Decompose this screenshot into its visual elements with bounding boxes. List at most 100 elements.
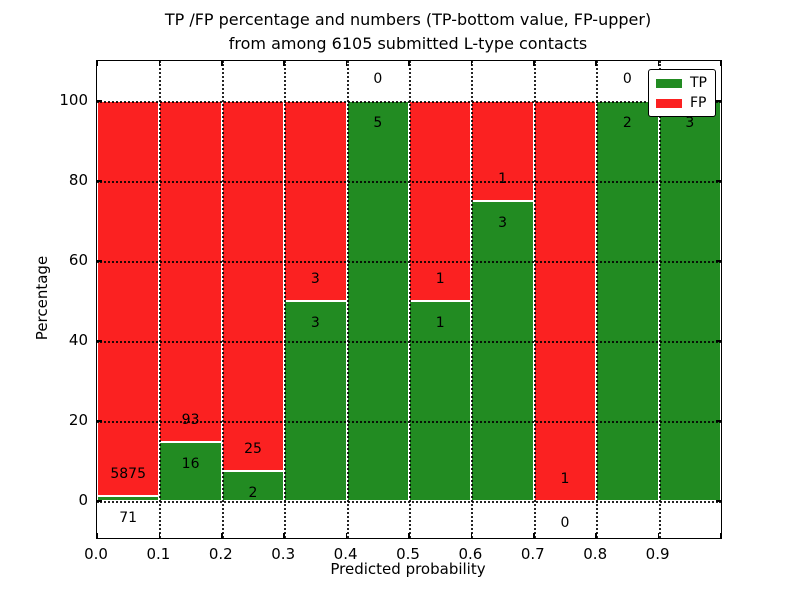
bar-tp-segment	[471, 201, 534, 501]
v-gridline	[221, 61, 224, 538]
x-tick	[96, 533, 98, 538]
y-tick	[97, 420, 102, 422]
fp-count-label: 5875	[110, 466, 147, 483]
x-tick	[158, 533, 161, 538]
x-tick	[408, 533, 410, 538]
y-tick	[97, 260, 102, 262]
plot-area: TP FP 587571931625233051113100203	[96, 60, 722, 539]
x-tick-label: 0.0	[84, 545, 108, 563]
x-tick	[283, 61, 285, 66]
v-gridline	[533, 61, 536, 538]
y-tick	[716, 500, 721, 502]
x-tick-label: 0.9	[645, 545, 670, 563]
v-gridline	[471, 61, 474, 538]
x-tick	[470, 533, 473, 538]
bar-fp-segment	[221, 101, 285, 472]
x-tick	[221, 533, 223, 538]
y-tick	[716, 100, 721, 102]
y-tick-label: 100	[59, 91, 88, 109]
x-tick-label: 0.4	[333, 545, 358, 563]
bar-tp-segment	[596, 101, 659, 501]
tp-count-label: 3	[685, 115, 695, 131]
legend-label-fp: FP	[690, 95, 707, 111]
y-tick-label: 80	[68, 171, 88, 189]
legend-item-fp: FP	[656, 96, 708, 110]
x-tick	[533, 61, 535, 66]
fp-count-label: 25	[244, 441, 262, 458]
x-tick-label: 0.5	[396, 545, 420, 563]
bar-fp-segment	[409, 101, 472, 301]
x-tick-label: 0.1	[146, 545, 171, 563]
x-tick	[345, 533, 348, 538]
tp-count-label: 16	[181, 456, 200, 473]
v-gridline	[159, 61, 162, 538]
x-tick	[720, 533, 722, 538]
tp-swatch-icon	[656, 78, 682, 88]
y-tick-label: 20	[68, 411, 88, 429]
x-tick	[720, 61, 722, 66]
fp-count-label: 1	[435, 271, 445, 287]
tp-count-label: 3	[498, 215, 508, 231]
tp-count-label: 71	[119, 510, 138, 527]
bar-fp-segment	[97, 101, 160, 497]
v-gridline	[409, 61, 411, 538]
v-gridline	[284, 61, 287, 538]
x-tick-label: 0.2	[208, 545, 233, 563]
v-gridline	[596, 61, 599, 538]
bar-fp-segment	[159, 101, 222, 443]
y-tick	[716, 340, 721, 342]
fp-count-label: 0	[373, 71, 383, 87]
tp-count-label: 2	[622, 115, 632, 131]
y-tick	[97, 340, 102, 342]
bar-tp-segment	[284, 301, 347, 501]
x-axis-label: Predicted probability	[330, 560, 486, 578]
tp-count-label: 0	[560, 515, 570, 531]
tp-count-label: 2	[248, 485, 258, 502]
fp-count-label: 1	[560, 471, 570, 487]
y-tick-label: 40	[68, 331, 88, 349]
legend-label-tp: TP	[690, 75, 707, 91]
y-tick	[97, 500, 102, 502]
x-tick	[345, 61, 348, 66]
x-tick	[283, 533, 285, 538]
chart-title-line2: from among 6105 submitted L-type contact…	[228, 34, 588, 53]
tp-count-label: 3	[310, 315, 320, 331]
x-tick	[595, 61, 597, 66]
tp-count-label: 1	[435, 315, 445, 331]
fp-count-label: 0	[622, 71, 632, 87]
chart-title: TP /FP percentage and numbers (TP-bottom…	[96, 8, 720, 56]
fp-count-label: 1	[498, 171, 508, 187]
y-tick	[716, 180, 721, 182]
bar-fp-segment	[533, 101, 597, 501]
bar-tp-segment	[658, 101, 721, 501]
y-tick-label: 60	[68, 251, 88, 269]
y-tick	[97, 100, 102, 102]
legend: TP FP	[648, 69, 716, 117]
x-tick	[96, 61, 98, 66]
fp-swatch-icon	[656, 98, 682, 108]
x-tick	[158, 61, 161, 66]
y-tick	[716, 420, 721, 422]
x-tick-label: 0.8	[583, 545, 608, 563]
x-tick	[408, 61, 410, 66]
bar-tp-segment	[159, 442, 222, 501]
bar-tp-segment	[409, 301, 472, 501]
bar-tp-segment	[97, 496, 160, 501]
legend-item-tp: TP	[656, 76, 708, 90]
chart-title-line1: TP /FP percentage and numbers (TP-bottom…	[164, 10, 652, 29]
v-gridline	[658, 61, 661, 538]
x-tick	[595, 533, 597, 538]
x-tick-label: 0.3	[271, 545, 296, 563]
y-tick	[97, 180, 102, 182]
x-tick	[657, 533, 660, 538]
v-gridline	[346, 61, 349, 538]
x-tick-label: 0.7	[520, 545, 545, 563]
x-tick	[221, 61, 223, 66]
bar-tp-segment	[346, 101, 409, 501]
tp-count-label: 5	[373, 115, 383, 131]
fp-count-label: 93	[181, 412, 200, 429]
x-tick-label: 0.6	[458, 545, 483, 563]
x-tick	[657, 61, 660, 66]
fp-count-label: 3	[310, 271, 320, 287]
